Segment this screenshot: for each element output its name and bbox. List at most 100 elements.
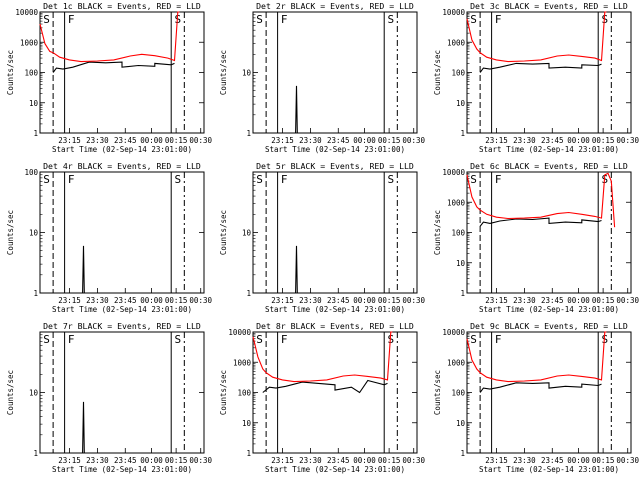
x-tick-label: 23:30 — [299, 296, 322, 305]
panel-title: Det 2r BLACK = Events, RED = LLD — [256, 1, 414, 11]
marker-label: S — [387, 13, 394, 26]
x-tick-label: 00:15 — [592, 456, 615, 465]
x-tick-label: 00:15 — [378, 456, 401, 465]
x-tick-label: 23:45 — [327, 296, 350, 305]
x-tick-label: 23:30 — [299, 136, 322, 145]
y-tick-label: 1 — [33, 289, 38, 298]
x-tick-label: 23:45 — [541, 296, 564, 305]
x-tick-label: 00:30 — [402, 136, 425, 145]
series-events-line — [479, 62, 602, 73]
panel-5: Det 5r BLACK = Events, RED = LLD S F S 1 10 Co… — [219, 161, 425, 314]
x-tick-label: 23:30 — [86, 296, 109, 305]
x-tick-label: 00:30 — [189, 456, 212, 465]
series-lld-line — [252, 331, 393, 383]
y-axis-label: Counts/sec — [219, 50, 228, 95]
series-lld-line — [466, 331, 607, 383]
marker-label: S — [43, 13, 50, 26]
series-events-line — [262, 379, 388, 394]
x-tick-label: 23:45 — [541, 456, 564, 465]
y-axis-label: Counts/sec — [6, 370, 15, 415]
x-tick-label: 00:30 — [616, 296, 639, 305]
y-tick-label: 1000 — [233, 358, 252, 367]
x-tick-label: 00:15 — [378, 136, 401, 145]
x-axis-label: Start Time (02-Sep-14 23:01:00) — [479, 145, 619, 154]
x-tick-label: 23:15 — [58, 296, 81, 305]
series-events-line — [479, 217, 602, 227]
x-axis-label: Start Time (02-Sep-14 23:01:00) — [265, 305, 405, 314]
y-tick-label: 100 — [451, 229, 465, 238]
x-tick-label: 00:00 — [140, 136, 163, 145]
x-tick-label: 00:00 — [567, 296, 590, 305]
y-tick-label: 100 — [24, 168, 38, 177]
x-tick-label: 00:15 — [165, 136, 188, 145]
y-tick-label: 1 — [246, 449, 251, 458]
series-events-line — [52, 61, 175, 73]
marker-label: S — [174, 173, 181, 186]
y-axis-label: Counts/sec — [433, 210, 442, 255]
x-tick-label: 23:15 — [58, 456, 81, 465]
x-tick-label: 00:00 — [140, 456, 163, 465]
marker-label: F — [68, 13, 75, 26]
y-tick-label: 1000 — [447, 358, 466, 367]
y-tick-label: 10 — [456, 259, 466, 268]
panel-title: Det 4r BLACK = Events, RED = LLD — [43, 161, 201, 171]
x-tick-label: 00:00 — [353, 296, 376, 305]
x-axis-label: Start Time (02-Sep-14 23:01:00) — [52, 305, 192, 314]
y-axis-label: Counts/sec — [433, 50, 442, 95]
y-tick-label: 10000 — [442, 168, 465, 177]
marker-label: S — [256, 13, 263, 26]
y-tick-label: 10000 — [15, 8, 38, 17]
panel-title: Det 6c BLACK = Events, RED = LLD — [470, 161, 628, 171]
marker-label: F — [68, 333, 75, 346]
x-tick-label: 23:15 — [271, 456, 294, 465]
marker-label: F — [495, 173, 502, 186]
marker-label: S — [43, 333, 50, 346]
x-tick-label: 23:45 — [327, 456, 350, 465]
x-tick-label: 00:15 — [165, 296, 188, 305]
y-tick-label: 1000 — [447, 38, 466, 47]
y-axis-label: Counts/sec — [6, 210, 15, 255]
marker-label: S — [470, 173, 477, 186]
x-tick-label: 00:00 — [567, 136, 590, 145]
x-tick-label: 00:15 — [592, 136, 615, 145]
x-tick-label: 23:30 — [513, 136, 536, 145]
x-tick-label: 00:30 — [189, 136, 212, 145]
marker-label: S — [256, 333, 263, 346]
marker-label: S — [387, 173, 394, 186]
x-tick-label: 00:30 — [616, 136, 639, 145]
x-tick-label: 00:00 — [353, 136, 376, 145]
marker-label: S — [470, 333, 477, 346]
y-tick-label: 1 — [246, 289, 251, 298]
y-axis-label: Counts/sec — [6, 50, 15, 95]
y-tick-label: 10 — [242, 229, 252, 238]
series-lld-line — [466, 172, 616, 228]
x-tick-label: 23:45 — [114, 456, 137, 465]
y-axis-label: Counts/sec — [433, 370, 442, 415]
x-tick-label: 00:30 — [402, 456, 425, 465]
x-tick-label: 23:45 — [541, 136, 564, 145]
panel-title: Det 3c BLACK = Events, RED = LLD — [470, 1, 628, 11]
x-tick-label: 00:00 — [140, 296, 163, 305]
x-tick-label: 23:30 — [513, 456, 536, 465]
panel-4: Det 4r BLACK = Events, RED = LLD S F S 1 10 10… — [6, 161, 212, 314]
marker-label: F — [281, 13, 288, 26]
x-axis-label: Start Time (02-Sep-14 23:01:00) — [265, 145, 405, 154]
x-tick-label: 23:30 — [86, 456, 109, 465]
series-lld-line — [466, 11, 607, 63]
series-lld-line — [39, 11, 180, 63]
series-events-line — [82, 401, 85, 454]
y-tick-label: 10 — [242, 69, 252, 78]
y-tick-label: 100 — [451, 69, 465, 78]
y-tick-label: 1000 — [447, 198, 466, 207]
x-tick-label: 23:15 — [485, 456, 508, 465]
x-axis-label: Start Time (02-Sep-14 23:01:00) — [265, 465, 405, 474]
x-tick-label: 23:30 — [86, 136, 109, 145]
x-tick-label: 00:00 — [353, 456, 376, 465]
x-tick-label: 23:30 — [299, 456, 322, 465]
y-tick-label: 10 — [29, 389, 39, 398]
series-events-line — [82, 245, 85, 294]
